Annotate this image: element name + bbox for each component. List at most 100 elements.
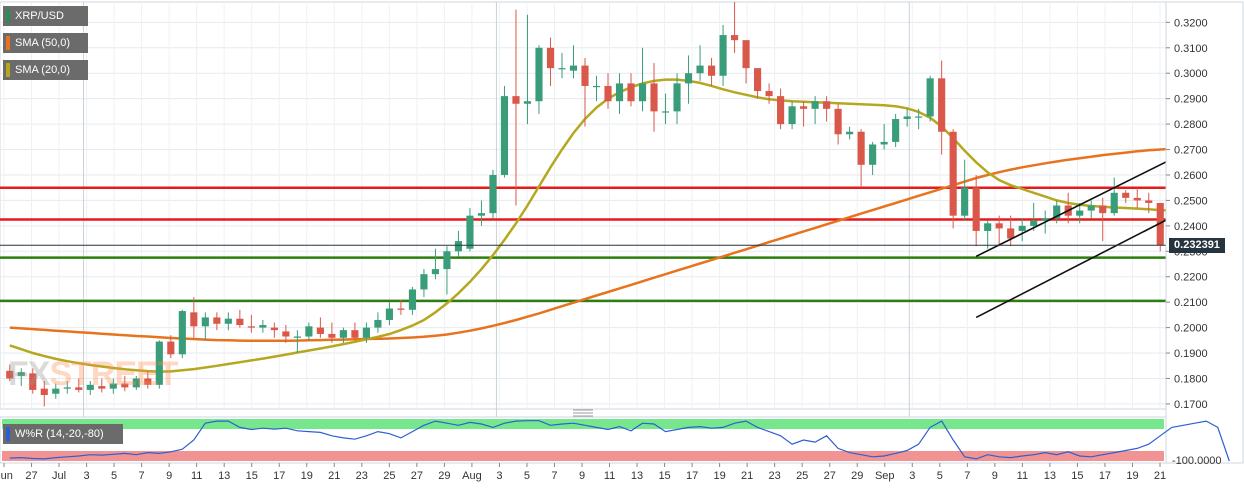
y-tick-label: 0.1800 — [1174, 373, 1208, 385]
candle-body — [351, 330, 359, 338]
candle-body — [201, 317, 209, 327]
y-tick-label: 0.3200 — [1174, 17, 1208, 29]
candle-body — [1007, 228, 1015, 239]
x-tick-label: 21 — [328, 470, 340, 482]
symbol-swatch — [6, 9, 10, 23]
candle-body — [132, 378, 140, 388]
candle-body — [213, 317, 221, 324]
candle-body — [581, 65, 589, 86]
legend-sma50-label: SMA (50,0) — [15, 37, 71, 49]
candle-body — [63, 387, 71, 389]
candle-body — [52, 388, 60, 394]
candle-body — [765, 91, 773, 97]
y-tick-label: 0.2700 — [1174, 145, 1208, 157]
x-tick-label: Sep — [875, 470, 895, 482]
candle-body — [558, 68, 566, 70]
candle-body — [707, 65, 716, 76]
candle-body — [880, 141, 888, 145]
x-tick-label: 19 — [301, 470, 313, 482]
candle-body — [86, 384, 94, 390]
candle-body — [811, 101, 819, 109]
x-tick-label: 11 — [604, 470, 615, 482]
candle-body — [1110, 192, 1118, 214]
last-price-tag: 0.232391 — [1169, 238, 1225, 253]
candle-body — [431, 269, 440, 275]
williams-r-panel: -100.0000 — [0, 416, 1230, 467]
candle-body — [155, 341, 163, 385]
watermark-fx: FX — [8, 355, 50, 393]
candle-body — [362, 327, 370, 338]
panel-divider[interactable] — [573, 409, 593, 417]
candle-body — [742, 40, 750, 69]
price-panel-frame — [0, 1, 1167, 410]
candle-body — [466, 215, 474, 249]
x-tick-label: 27 — [824, 470, 836, 482]
candle-body — [661, 111, 670, 113]
sma20-swatch — [6, 63, 10, 77]
candle-body — [684, 73, 693, 84]
candle-body — [615, 83, 624, 102]
candle-body — [270, 327, 278, 331]
y-tick-label: 0.2100 — [1174, 297, 1208, 309]
date-axis: Jun 27 Jul 3 5 7 9 11 13 15 17 19 21 23 25 27 29 Aug 3 5 7 9 1… — [0, 463, 1166, 482]
x-tick-label: 25 — [796, 470, 808, 482]
candle-body — [1087, 205, 1095, 211]
candle-body — [1030, 220, 1038, 226]
candle-body — [374, 319, 382, 328]
candle-body — [1099, 205, 1107, 214]
candle-body — [1018, 225, 1026, 231]
price-axis-frame — [1165, 1, 1244, 464]
williams-r-label[interactable]: W%R (14,-20,-80) — [3, 424, 123, 444]
candle-body — [627, 83, 635, 102]
candle-body — [6, 370, 14, 379]
x-tick-label: 5 — [937, 470, 943, 482]
legend-sma50[interactable]: SMA (50,0) — [3, 33, 88, 53]
candle-body — [788, 106, 796, 125]
candle-body — [339, 330, 347, 338]
candle-body — [673, 83, 681, 112]
x-tick-label: 7 — [551, 470, 557, 482]
candle-body — [121, 383, 129, 388]
candle-body — [512, 96, 520, 104]
candle-body — [224, 318, 232, 324]
x-tick-label: 9 — [579, 470, 585, 482]
x-tick-label: 13 — [631, 470, 643, 482]
candle-body — [1053, 205, 1061, 219]
candle-body — [592, 85, 601, 88]
candle-body — [535, 47, 543, 102]
x-tick-label: 7 — [139, 470, 145, 482]
x-tick-label: 19 — [1126, 470, 1138, 482]
candle-body — [109, 383, 117, 389]
candle-body — [477, 213, 486, 216]
x-tick-label: 23 — [356, 470, 368, 482]
legend-sma20[interactable]: SMA (20,0) — [3, 60, 88, 80]
candle-body — [247, 326, 255, 328]
y-tick-label: 0.1700 — [1174, 399, 1208, 411]
candle-body — [754, 68, 762, 92]
x-tick-label: 17 — [686, 470, 698, 482]
x-tick-label: 11 — [1017, 470, 1028, 482]
candle-body — [949, 131, 957, 216]
x-tick-label: 25 — [383, 470, 395, 482]
candle-body — [282, 331, 290, 337]
x-tick-label: 3 — [84, 470, 90, 482]
x-tick-label: 13 — [1044, 470, 1056, 482]
legend-symbol[interactable]: XRP/USD — [3, 6, 88, 26]
x-tick-label: 19 — [713, 470, 725, 482]
y-tick-label: 0.2400 — [1174, 221, 1208, 233]
watermark-street: STREET — [49, 355, 178, 393]
candle-body — [569, 65, 578, 71]
candlesticks — [6, 2, 1164, 407]
candle-body — [75, 387, 83, 390]
candle-body — [454, 241, 463, 252]
candle-body — [546, 47, 555, 69]
y-tick-label: 0.3000 — [1174, 68, 1208, 80]
x-tick-label: 5 — [524, 470, 530, 482]
candle-body — [167, 341, 175, 355]
x-tick-label: 21 — [1154, 470, 1166, 482]
candle-body — [1122, 192, 1130, 198]
fxstreet-watermark: FXSTREET — [8, 355, 179, 394]
y-tick-label: 0.2000 — [1174, 323, 1208, 335]
candle-body — [443, 251, 451, 270]
candle-body — [523, 101, 532, 104]
